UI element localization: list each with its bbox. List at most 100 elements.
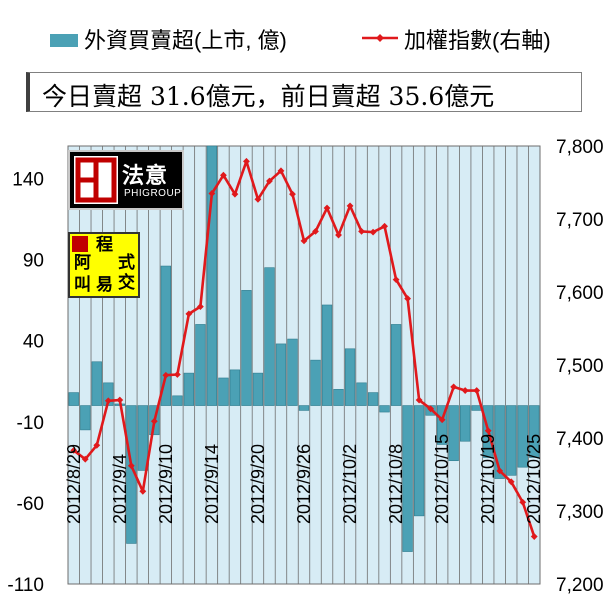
index-point — [196, 303, 204, 310]
bar — [448, 405, 459, 462]
x-axis: 2012/8/29 2012/9/4 2012/9/10 2012/9/14 2012/… — [64, 434, 544, 524]
index-point — [104, 397, 112, 405]
bar — [252, 372, 264, 406]
index-point — [116, 396, 124, 404]
index-point — [266, 177, 273, 185]
index-point — [70, 447, 78, 454]
line-series — [70, 157, 538, 540]
index-point — [173, 371, 181, 378]
index-point — [496, 467, 504, 475]
legend-bar-label: 外資買賣超(上市, 億) — [84, 28, 287, 53]
x-tick-label: 2012/9/10 — [156, 444, 176, 524]
left-tick-label: -10 — [17, 413, 44, 434]
phigroup-logo: 法意 PHIGROUP — [68, 150, 184, 210]
bar — [264, 267, 275, 406]
right-tick-label: 7,400 — [556, 429, 604, 450]
index-point — [150, 417, 158, 425]
phigroup-logo-text: 法意 — [122, 163, 169, 188]
x-tick-label: 2012/10/19 — [478, 434, 498, 524]
index-point — [381, 222, 388, 230]
index-point — [438, 416, 446, 424]
bar — [229, 369, 241, 406]
index-point — [335, 231, 342, 239]
index-point — [312, 228, 319, 235]
x-tick-label: 2012/10/25 — [524, 434, 544, 524]
summary-text: 今日賣超 31.6億元，前日賣超 35.6億元 — [42, 82, 495, 111]
bar — [402, 405, 413, 552]
right-tick-label: 7,500 — [556, 356, 604, 377]
left-tick-label: -60 — [17, 494, 44, 515]
index-point — [93, 441, 101, 449]
bar — [356, 382, 367, 406]
bar — [460, 405, 471, 442]
bar — [206, 145, 218, 406]
x-tick-label: 2012/9/20 — [248, 444, 268, 524]
logo-char: 叫 — [74, 275, 91, 294]
right-tick-label: 7,600 — [556, 283, 604, 304]
index-point — [81, 455, 89, 463]
index-point — [392, 276, 400, 283]
index-point — [358, 228, 365, 235]
legend-bar-swatch — [50, 34, 78, 47]
left-axis: -110 -60 -10 40 90 140 — [7, 169, 44, 596]
summary-box: 今日賣超 31.6億元，前日賣超 35.6億元 — [26, 72, 582, 112]
index-point — [220, 171, 227, 179]
right-tick-label: 7,300 — [556, 502, 604, 523]
logo-char: 易 — [96, 275, 113, 294]
bar — [344, 348, 356, 406]
left-tick-label: 90 — [23, 251, 44, 272]
index-point — [289, 190, 296, 198]
index-point — [277, 167, 285, 175]
index-point — [519, 498, 527, 506]
bar — [506, 405, 517, 476]
index-point — [254, 195, 262, 203]
right-tick-label: 7,200 — [556, 575, 604, 596]
bar — [160, 265, 171, 406]
right-tick-label: 7,800 — [556, 137, 604, 158]
bar — [494, 405, 505, 479]
emblem-icon — [72, 236, 88, 252]
index-point — [323, 204, 331, 212]
grid-lines — [79, 146, 529, 584]
index-point — [231, 190, 239, 198]
bar — [310, 359, 321, 406]
index-point — [369, 228, 377, 236]
bar — [287, 338, 298, 406]
left-tick-label: 140 — [12, 169, 44, 190]
bar — [91, 361, 102, 406]
bar — [68, 392, 79, 406]
index-point — [415, 396, 423, 404]
bar — [137, 405, 148, 471]
phigroup-emblem-icon — [74, 156, 118, 204]
bar — [218, 377, 229, 406]
x-tick-label: 2012/9/14 — [202, 444, 222, 524]
bar — [172, 395, 183, 406]
index-point — [484, 427, 492, 435]
plot-area — [67, 145, 541, 585]
legend-line-swatch — [362, 34, 398, 42]
left-tick-label: -110 — [7, 575, 44, 596]
bar — [195, 324, 206, 406]
index-point — [450, 383, 458, 391]
index-point — [346, 202, 354, 210]
bar — [275, 343, 287, 406]
index-point — [185, 310, 193, 318]
index-point — [473, 387, 481, 394]
x-tick-label: 2012/10/8 — [386, 444, 406, 524]
bar — [379, 405, 390, 413]
index-point — [461, 387, 469, 394]
index-point — [507, 478, 515, 486]
legend-line-label: 加權指數(右軸) — [404, 28, 551, 53]
x-tick-label: 2012/10/15 — [432, 434, 452, 524]
bar — [321, 304, 333, 406]
bar — [241, 290, 252, 406]
bar — [437, 405, 448, 445]
legend: 外資買賣超(上市, 億) 加權指數(右軸) — [0, 0, 612, 70]
index-point — [427, 405, 435, 413]
index-point — [162, 371, 170, 379]
program-trading-logo: 阿 程 式 叫 交 易 — [68, 232, 140, 298]
logo-char: 程 — [96, 235, 113, 254]
index-point — [208, 190, 216, 197]
bar — [529, 405, 540, 458]
